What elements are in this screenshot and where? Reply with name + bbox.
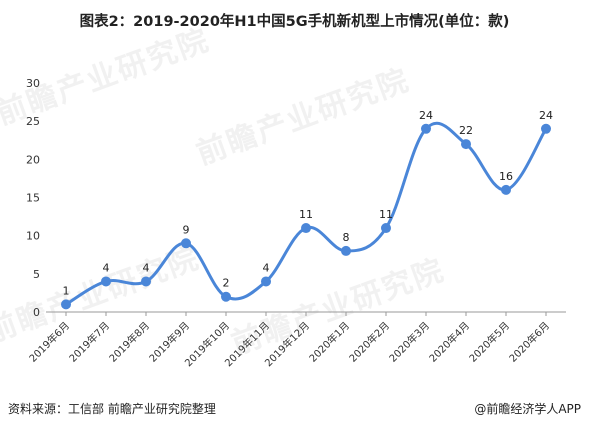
data-point [221, 291, 231, 302]
x-tick-label: 2020年6月 [506, 319, 552, 365]
data-label: 22 [459, 124, 473, 137]
data-label: 9 [183, 223, 190, 236]
data-point [541, 123, 551, 134]
data-label: 8 [343, 231, 350, 244]
data-label: 4 [263, 261, 270, 274]
data-point [261, 276, 271, 287]
data-label: 16 [499, 170, 513, 183]
x-tick-label: 2019年9月 [146, 319, 192, 365]
y-tick-label: 25 [26, 115, 40, 128]
data-point [421, 123, 431, 134]
x-tick-label: 2020年5月 [466, 319, 512, 365]
data-point [181, 238, 191, 249]
data-point [461, 139, 471, 150]
source-note: 资料来源：工信部 前瞻产业研究院整理 [8, 402, 216, 416]
x-tick-label: 2020年1月 [306, 319, 352, 365]
data-point [301, 223, 311, 234]
data-label: 24 [539, 109, 553, 122]
x-tick-label: 2020年2月 [346, 319, 392, 365]
y-tick-label: 10 [26, 230, 40, 243]
data-label: 11 [299, 208, 313, 221]
y-tick-label: 0 [33, 306, 40, 319]
x-tick-label: 2020年4月 [426, 319, 472, 365]
data-point [501, 184, 511, 195]
data-label: 11 [379, 208, 393, 221]
data-label: 1 [63, 284, 70, 297]
data-label: 24 [419, 109, 433, 122]
y-axis: 0 5 10 15 20 25 30 [26, 77, 40, 319]
chart-title: 图表2：2019-2020年H1中国5G手机新机型上市情况(单位：款) [79, 14, 510, 30]
x-tick-label: 2020年3月 [386, 319, 432, 365]
brand-credit: @前瞻经济学人APP [474, 402, 581, 416]
data-point [61, 299, 71, 310]
x-tick-label: 2019年8月 [106, 319, 152, 365]
data-label: 2 [223, 277, 230, 290]
x-tick-label: 2019年6月 [26, 319, 72, 365]
data-label: 4 [103, 261, 110, 274]
data-point [341, 245, 351, 256]
y-tick-label: 20 [26, 153, 40, 166]
data-point [381, 223, 391, 234]
x-axis: 2019年6月2019年7月2019年8月2019年9月2019年10月2019… [26, 312, 552, 369]
data-point [141, 276, 151, 287]
y-tick-label: 5 [33, 268, 40, 281]
y-tick-label: 15 [26, 192, 40, 205]
data-point [101, 276, 111, 287]
y-tick-label: 30 [26, 77, 40, 90]
x-tick-label: 2019年7月 [66, 319, 112, 365]
data-points [61, 123, 551, 310]
data-label: 4 [143, 261, 150, 274]
